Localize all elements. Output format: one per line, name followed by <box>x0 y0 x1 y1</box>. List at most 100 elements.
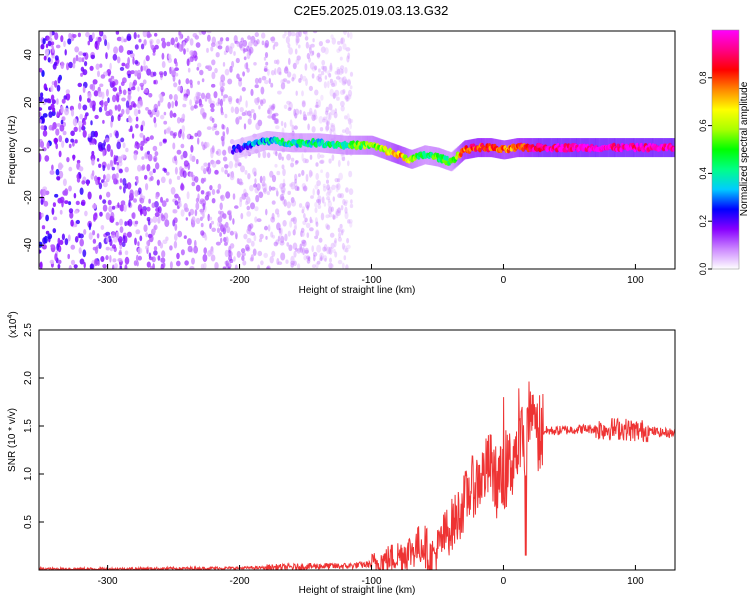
spectrogram-noise-cell <box>53 137 59 144</box>
spectrogram-noise-cell <box>111 173 117 181</box>
spectrogram-noise-cell <box>91 138 95 145</box>
spectrogram-noise-cell <box>288 101 293 110</box>
spectrogram-noise-cell <box>106 143 111 152</box>
spectrogram-noise-cell <box>258 191 264 199</box>
spectrogram-noise-cell <box>211 83 216 88</box>
spectrogram-noise-cell <box>174 100 178 107</box>
spectrogram-noise-cell <box>239 95 242 102</box>
spectrogram-noise-cell <box>245 200 249 206</box>
spectrogram-noise-cell <box>136 260 139 267</box>
spectrogram-noise-cell <box>336 183 341 191</box>
spectrogram-noise-cell <box>90 54 96 60</box>
spectrogram-noise-cell <box>134 220 139 225</box>
spectrogram-noise-cell <box>335 184 339 188</box>
spectrogram-noise-cell <box>345 47 351 52</box>
spectrogram-noise-cell <box>256 183 261 191</box>
snr-frame <box>38 329 676 571</box>
snr-y-axis-label: SNR (10 * v/v) <box>7 408 18 472</box>
spectrogram-noise-cell <box>302 75 307 82</box>
spectrogram-noise-cell <box>41 225 46 230</box>
spectrogram-noise-cell <box>264 40 270 48</box>
spectrogram-noise-cell <box>135 178 139 184</box>
spectrogram-noise-cell <box>83 229 87 235</box>
spectrogram-noise-cell <box>159 242 164 249</box>
spectrogram-noise-cell <box>334 89 340 97</box>
spectrogram-noise-cell <box>152 145 158 152</box>
colorbar: 0.0 0.2 0.4 0.6 0.8 Normalized spectral ampl… <box>698 29 750 275</box>
spectrogram-noise-cell <box>160 176 166 184</box>
spectrogram-noise-cell <box>290 255 295 264</box>
spectrogram-noise-cell <box>303 255 308 261</box>
spectrogram-noise-cell <box>275 239 280 245</box>
spectrogram-noise-cell <box>215 241 221 246</box>
spectrogram-noise-cell <box>130 70 135 75</box>
spectrogram-noise-cell <box>311 50 315 56</box>
spectrogram-noise-cell <box>211 36 216 45</box>
spectrogram-noise-cell <box>209 103 215 109</box>
spectrogram-noise-cell <box>94 130 98 138</box>
spectrogram-noise-cell <box>128 199 131 208</box>
spectrogram-noise-cell <box>221 123 225 130</box>
spectrogram-noise-cell <box>260 260 264 266</box>
spectrogram-noise-cell <box>67 234 71 242</box>
spectrogram-noise-cell <box>72 118 78 127</box>
spectrogram-noise-cell <box>298 173 301 178</box>
spectrogram-noise-cell <box>293 125 298 130</box>
spectrogram-noise-cell <box>280 235 285 244</box>
spectrogram-noise-cell <box>153 224 158 231</box>
spectrogram-noise-cell <box>249 113 252 119</box>
spectrogram-noise-cell <box>274 163 278 168</box>
spectrogram-noise-cell <box>82 86 86 93</box>
spectrogram-noise-cell <box>207 162 211 168</box>
spectrogram-noise-cell <box>54 32 59 40</box>
spectrogram-noise-cell <box>40 125 45 130</box>
spectrogram-noise-cell <box>234 106 240 115</box>
spectrogram-noise-cell <box>294 112 298 119</box>
spectrogram-noise-cell <box>108 205 113 213</box>
spectrogram-noise-cell <box>261 32 266 39</box>
spectrogram-noise-cell <box>155 162 160 170</box>
spectrogram-noise-cell <box>158 93 163 99</box>
spectrogram-noise-cell <box>109 62 112 71</box>
spectrogram-noise-cell <box>233 230 238 235</box>
spectrogram-noise-cell <box>108 78 113 83</box>
spectrogram-noise-cell <box>161 200 167 208</box>
spectrogram-noise-cell <box>258 77 262 84</box>
spectrogram-noise-cell <box>229 258 234 264</box>
spectrogram-noise-cell <box>167 101 171 109</box>
spectrogram-noise-cell <box>333 111 338 119</box>
spectrogram-noise-cell <box>94 41 98 49</box>
spectrogram-noise-cell <box>314 184 319 190</box>
spectrogram-noise-cell <box>270 216 276 223</box>
spectrogram-noise-cell <box>246 205 251 211</box>
spectrogram-noise-cell <box>197 62 202 68</box>
spectrogram-noise-cell <box>58 150 62 158</box>
spectrogram-noise-cell <box>143 224 148 232</box>
spectrogram-noise-cell <box>301 100 306 108</box>
spectrogram-noise-cell <box>344 115 348 120</box>
spectrogram-noise-cell <box>207 250 212 257</box>
spectrogram-noise-cell <box>195 42 201 48</box>
spectrogram-noise-cell <box>194 132 198 137</box>
spectrogram-noise-cell <box>128 128 133 132</box>
spectrogram-noise-cell <box>271 113 275 120</box>
spectrogram-noise-cell <box>57 162 63 171</box>
spectrogram-noise-cell <box>64 238 69 246</box>
spectrogram-noise-cell <box>282 34 286 39</box>
spectrogram-noise-cell <box>294 160 298 166</box>
spectrogram-noise-cell <box>194 209 198 217</box>
spectrogram-noise-cell <box>174 223 178 231</box>
spectrogram-noise-cell <box>110 115 114 123</box>
spectrogram-noise-cell <box>322 116 327 121</box>
spectrogram-noise-cell <box>331 82 336 87</box>
spectrogram-noise-cell <box>117 156 123 164</box>
spectrogram-noise-cell <box>124 264 128 269</box>
spectrogram-noise-cell <box>312 31 318 34</box>
spectrogram-noise-cell <box>323 201 327 207</box>
spectrogram-noise-cell <box>258 105 261 110</box>
spectrogram-noise-cell <box>302 31 308 35</box>
spectrogram-noise-cell <box>84 210 88 217</box>
spectrogram-x-tick-label: 100 <box>627 275 644 286</box>
spectrogram-noise-cell <box>211 71 216 80</box>
spectrogram-noise-cell <box>161 37 166 42</box>
